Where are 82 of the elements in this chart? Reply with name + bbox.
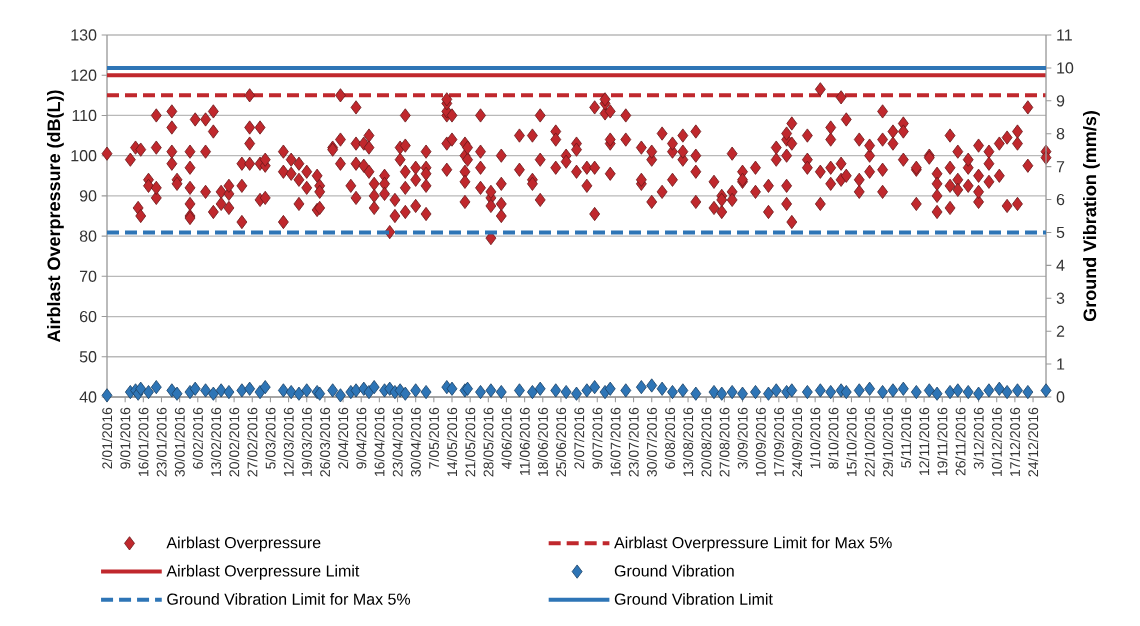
y-tick-label: 130 (71, 29, 97, 41)
x-tick-label: 26/03/2016 (319, 407, 331, 477)
y2-tick-label: 1 (1057, 358, 1065, 370)
x-tick-label: 16/04/2016 (374, 407, 385, 477)
x-tick-label: 17/09/2016 (773, 407, 784, 477)
y2-tick-label: 10 (1057, 62, 1074, 74)
y-tick-label: 70 (79, 270, 97, 282)
x-tick-label: 10/12/2016 (991, 407, 1002, 477)
x-tick-label: 27/02/2016 (247, 407, 258, 477)
y2-tick-label: 2 (1056, 325, 1065, 337)
x-tick-label: 26/11/2016 (955, 407, 966, 476)
x-tick-label: 1/10/2016 (810, 407, 821, 469)
y-tick-label: 60 (79, 310, 97, 323)
x-tick-label: 16/01/2016 (138, 407, 149, 477)
x-tick-label: 27/08/2016 (719, 407, 730, 477)
legend-label: Ground Vibration (614, 564, 734, 577)
x-tick-label: 9/01/2016 (120, 407, 131, 469)
x-tick-label: 8/10/2016 (828, 407, 839, 469)
x-tick-label: 13/08/2016 (682, 407, 694, 477)
y2-tick-label: 5 (1056, 226, 1065, 239)
legend-label: Ground Vibration Limit for Max 5% (167, 593, 411, 605)
x-tick-label: 12/11/2016 (918, 407, 930, 476)
x-tick-label: 12/03/2016 (283, 407, 294, 477)
y-tick-label: 80 (79, 230, 97, 242)
y-tick-label: 50 (79, 351, 97, 363)
legend-label: Airblast Overpressure Limit for Max 5% (614, 536, 892, 552)
x-tick-label: 21/05/2016 (465, 407, 476, 477)
x-tick-label: 30/01/2016 (174, 407, 185, 477)
x-tick-label: 22/10/2016 (864, 407, 875, 477)
x-tick-label: 2/04/2016 (337, 407, 349, 469)
y-tick-label: 40 (79, 391, 97, 403)
y2-tick-label: 0 (1056, 391, 1065, 403)
y2-tick-label: 9 (1056, 95, 1065, 107)
x-tick-label: 5/11/2016 (900, 407, 912, 468)
x-tick-label: 5/03/2016 (265, 407, 276, 469)
x-tick-label: 24/09/2016 (791, 407, 803, 477)
legend-label: Airblast Overpressure (166, 536, 321, 552)
x-tick-label: 19/03/2016 (301, 407, 312, 477)
y-tick-label: 110 (72, 109, 97, 122)
x-tick-label: 20/08/2016 (701, 407, 712, 477)
legend-label: Ground Vibration Limit (614, 593, 773, 605)
x-tick-label: 9/07/2016 (592, 407, 603, 469)
x-tick-label: 6/08/2016 (664, 407, 676, 469)
x-tick-label: 17/12/2016 (1009, 407, 1021, 477)
x-tick-label: 28/05/2016 (483, 407, 494, 477)
x-tick-label: 7/05/2016 (428, 407, 439, 469)
x-tick-label: 9/04/2016 (356, 407, 367, 469)
x-tick-label: 16/07/2016 (610, 407, 621, 477)
x-tick-label: 19/11/2016 (937, 407, 948, 476)
x-tick-label: 23/01/2016 (156, 407, 167, 477)
x-tick-label: 25/06/2016 (555, 407, 567, 477)
y-axis-title: Airblast Overpressure (dB(L)) (46, 90, 64, 343)
x-tick-label: 3/12/2016 (973, 407, 984, 469)
x-tick-label: 30/04/2016 (410, 407, 421, 477)
y2-tick-label: 3 (1056, 292, 1065, 304)
x-tick-label: 3/09/2016 (737, 407, 748, 469)
x-tick-label: 6/02/2016 (192, 407, 203, 469)
y2-tick-label: 6 (1056, 193, 1065, 206)
x-tick-label: 4/06/2016 (501, 407, 512, 470)
x-tick-label: 30/07/2016 (646, 407, 657, 477)
x-tick-label: 11/06/2016 (519, 407, 530, 476)
x-tick-label: 13/02/2016 (210, 407, 222, 477)
legend-label: Airblast Overpressure Limit (166, 564, 360, 580)
y-tick-label: 100 (71, 150, 97, 162)
y2-tick-label: 4 (1056, 259, 1065, 271)
y2-tick-label: 7 (1056, 161, 1065, 173)
x-tick-label: 23/07/2016 (628, 407, 639, 477)
x-tick-label: 15/10/2016 (846, 407, 857, 477)
x-tick-label: 14/05/2016 (446, 407, 458, 477)
y2-axis-title: Ground Vibration (mm/s) (1083, 111, 1100, 322)
x-tick-label: 29/10/2016 (882, 407, 893, 477)
y-tick-label: 90 (79, 190, 97, 202)
x-tick-label: 20/02/2016 (228, 407, 240, 477)
x-tick-label: 18/06/2016 (537, 407, 548, 477)
x-tick-label: 23/04/2016 (392, 407, 403, 477)
y-tick-label: 120 (71, 69, 97, 81)
y2-tick-label: 8 (1056, 128, 1065, 140)
x-tick-label: 24/12/2016 (1027, 407, 1039, 477)
y2-tick-label: 11 (1057, 29, 1072, 41)
x-tick-label: 2/07/2016 (573, 407, 585, 469)
x-tick-label: 10/09/2016 (755, 407, 766, 477)
x-tick-label: 2/01/2016 (101, 407, 113, 469)
